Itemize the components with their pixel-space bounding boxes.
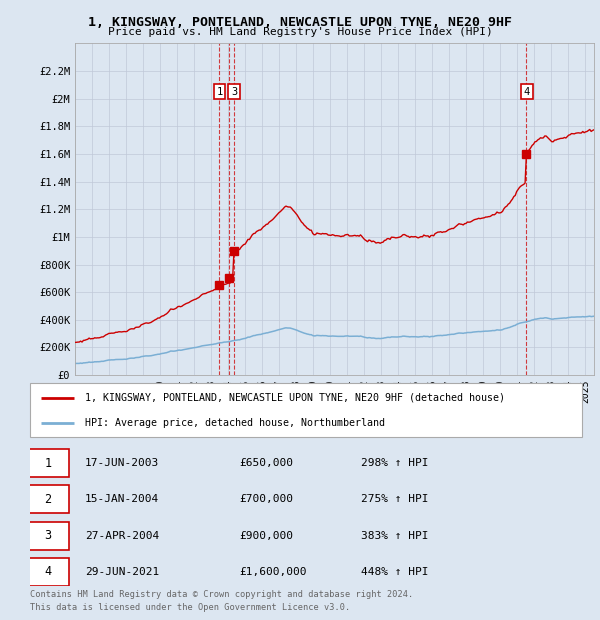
- Text: 1: 1: [217, 87, 223, 97]
- Text: 448% ↑ HPI: 448% ↑ HPI: [361, 567, 428, 577]
- Text: 4: 4: [44, 565, 52, 578]
- FancyBboxPatch shape: [27, 558, 68, 586]
- Text: 2: 2: [44, 493, 52, 506]
- Text: 1, KINGSWAY, PONTELAND, NEWCASTLE UPON TYNE, NE20 9HF: 1, KINGSWAY, PONTELAND, NEWCASTLE UPON T…: [88, 16, 512, 29]
- Text: 15-JAN-2004: 15-JAN-2004: [85, 494, 160, 505]
- Text: 1, KINGSWAY, PONTELAND, NEWCASTLE UPON TYNE, NE20 9HF (detached house): 1, KINGSWAY, PONTELAND, NEWCASTLE UPON T…: [85, 393, 505, 403]
- FancyBboxPatch shape: [27, 485, 68, 513]
- Text: 1: 1: [44, 457, 52, 469]
- Text: HPI: Average price, detached house, Northumberland: HPI: Average price, detached house, Nort…: [85, 418, 385, 428]
- Text: Price paid vs. HM Land Registry's House Price Index (HPI): Price paid vs. HM Land Registry's House …: [107, 27, 493, 37]
- Text: £650,000: £650,000: [240, 458, 294, 468]
- Text: 29-JUN-2021: 29-JUN-2021: [85, 567, 160, 577]
- Text: 3: 3: [44, 529, 52, 542]
- FancyBboxPatch shape: [27, 521, 68, 549]
- Text: 17-JUN-2003: 17-JUN-2003: [85, 458, 160, 468]
- Text: 383% ↑ HPI: 383% ↑ HPI: [361, 531, 428, 541]
- Text: £900,000: £900,000: [240, 531, 294, 541]
- FancyBboxPatch shape: [27, 449, 68, 477]
- Text: £1,600,000: £1,600,000: [240, 567, 307, 577]
- Text: 4: 4: [524, 87, 530, 97]
- Text: £700,000: £700,000: [240, 494, 294, 505]
- Text: 298% ↑ HPI: 298% ↑ HPI: [361, 458, 428, 468]
- Text: This data is licensed under the Open Government Licence v3.0.: This data is licensed under the Open Gov…: [30, 603, 350, 612]
- Text: 275% ↑ HPI: 275% ↑ HPI: [361, 494, 428, 505]
- FancyBboxPatch shape: [30, 383, 582, 437]
- Text: 27-APR-2004: 27-APR-2004: [85, 531, 160, 541]
- Text: Contains HM Land Registry data © Crown copyright and database right 2024.: Contains HM Land Registry data © Crown c…: [30, 590, 413, 600]
- Text: 3: 3: [231, 87, 237, 97]
